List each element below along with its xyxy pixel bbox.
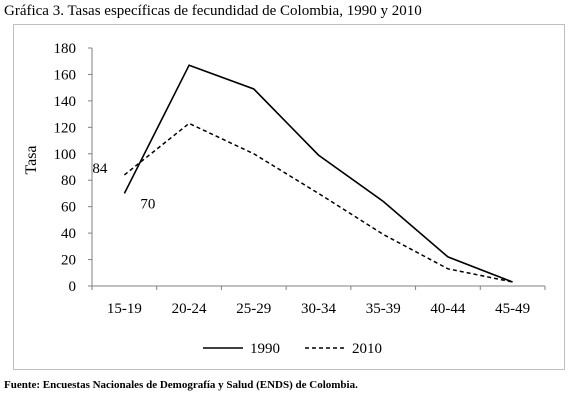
x-tick-label: 45-49	[495, 301, 530, 317]
data-label-1990: 70	[140, 196, 155, 212]
y-tick-label: 120	[54, 120, 77, 136]
y-tick-label: 40	[61, 226, 76, 242]
y-tick-label: 80	[61, 173, 76, 189]
y-tick-label: 60	[61, 200, 76, 216]
y-tick-label: 140	[54, 94, 77, 110]
series-line-1990	[123, 64, 513, 283]
x-tick-labels: 15-19 20-24 25-29 30-34 35-39 40-44 45-49	[107, 301, 530, 317]
x-tick-label: 25-29	[236, 301, 271, 317]
legend-label-2010: 2010	[352, 341, 382, 357]
chart-frame	[13, 24, 565, 370]
data-label-2010: 84	[92, 161, 108, 177]
y-tick-label: 0	[69, 279, 77, 295]
x-tick-label: 20-24	[172, 301, 207, 317]
y-tick-label: 160	[54, 67, 77, 83]
x-tick-label: 35-39	[366, 301, 401, 317]
series-line-2010	[123, 122, 513, 283]
y-tick-label: 20	[61, 253, 76, 269]
chart-title: Gráfica 3. Tasas específicas de fecundid…	[4, 3, 422, 19]
y-tick-label: 180	[54, 41, 77, 57]
source-note: Fuente: Encuestas Nacionales de Demograf…	[4, 379, 358, 391]
plot-axes	[88, 47, 546, 290]
x-tick-label: 15-19	[107, 301, 142, 317]
y-axis-label: Tasa	[23, 145, 40, 174]
y-tick-labels: 0 20 40 60 80 100 120 140 160 180	[54, 41, 77, 295]
data-annotations: 84 70	[92, 161, 155, 213]
x-tick-label: 40-44	[430, 301, 465, 317]
series-lines	[123, 64, 513, 283]
chart-legend: 1990 2010	[203, 341, 382, 357]
legend-label-1990: 1990	[250, 341, 280, 357]
y-tick-label: 100	[54, 147, 77, 163]
x-tick-label: 30-34	[301, 301, 336, 317]
